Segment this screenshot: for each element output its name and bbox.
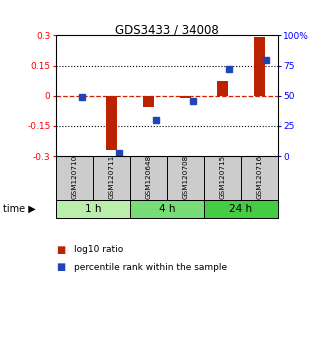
Bar [204, 200, 278, 218]
Text: GDS3433 / 34008: GDS3433 / 34008 [115, 23, 219, 36]
Text: log10 ratio: log10 ratio [74, 245, 123, 254]
Bar [106, 96, 117, 150]
Text: 24 h: 24 h [229, 204, 252, 214]
Text: GSM120711: GSM120711 [108, 155, 115, 199]
Text: ■: ■ [56, 245, 65, 255]
Bar [130, 200, 204, 218]
Text: GSM120716: GSM120716 [256, 155, 262, 199]
Text: GSM120708: GSM120708 [182, 155, 188, 199]
Text: GSM120710: GSM120710 [72, 155, 78, 199]
Text: percentile rank within the sample: percentile rank within the sample [74, 263, 227, 272]
Bar [254, 38, 265, 96]
Text: 1 h: 1 h [85, 204, 101, 214]
Bar [143, 96, 154, 107]
Text: 4 h: 4 h [159, 204, 175, 214]
Bar [217, 81, 228, 96]
Text: GSM120715: GSM120715 [219, 155, 225, 199]
Text: time ▶: time ▶ [3, 204, 36, 214]
Text: ■: ■ [56, 262, 65, 272]
Text: GSM120648: GSM120648 [145, 155, 152, 199]
Bar [180, 96, 191, 98]
Bar [56, 200, 130, 218]
